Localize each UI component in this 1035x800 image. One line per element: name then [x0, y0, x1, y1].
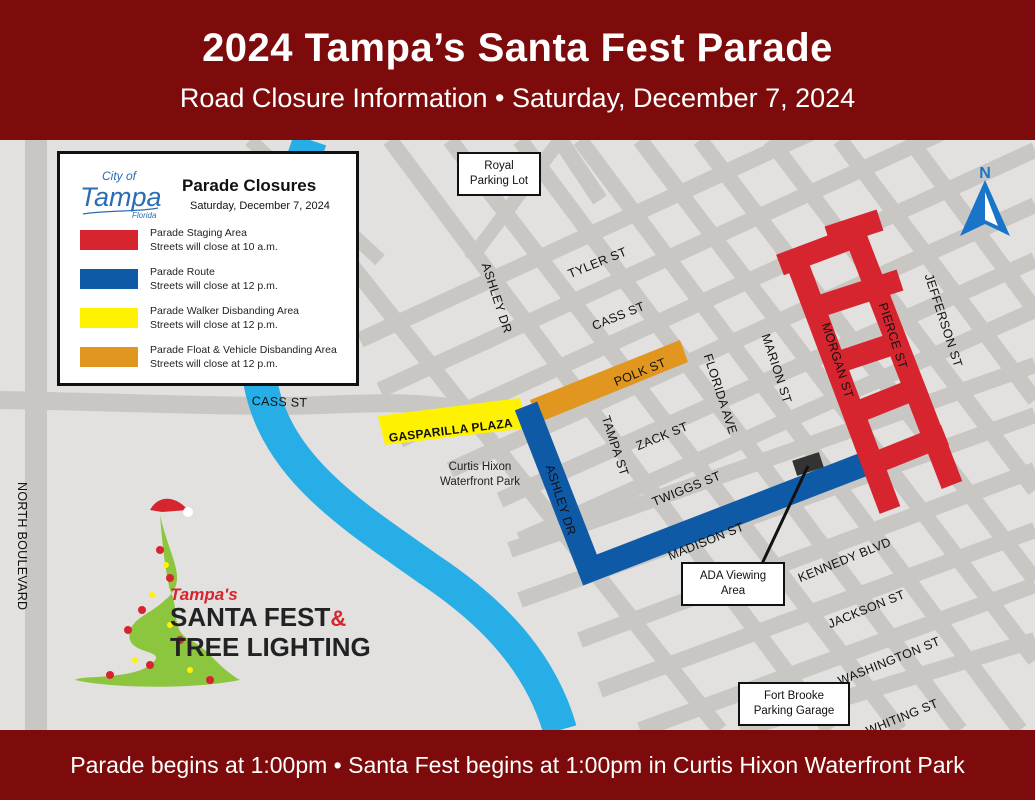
svg-text:City of: City of	[102, 169, 138, 183]
ada-viewing-area-label: ADA Viewing Area	[681, 562, 785, 606]
float-disbanding-area	[530, 340, 688, 422]
royal-parking-lot-label: Royal Parking Lot	[457, 152, 541, 196]
walker-disbanding-area	[378, 398, 528, 445]
ada-viewing-marker	[792, 452, 824, 476]
legend-item-time: Streets will close at 10 a.m.	[150, 241, 278, 253]
event-logo-line2: SANTA FEST&	[170, 602, 347, 632]
street-label-cass-left: CASS ST	[251, 394, 308, 410]
legend-item-float: Parade Float & Vehicle Disbanding Area S…	[80, 343, 350, 377]
legend-item-walker: Parade Walker Disbanding Area Streets wi…	[80, 304, 350, 338]
legend-swatch	[80, 230, 138, 250]
legend-item-name: Parade Route	[150, 266, 215, 278]
legend-item-time: Streets will close at 12 p.m.	[150, 280, 278, 292]
santa-fest-logo: Tampa's SANTA FEST& TREE LIGHTING	[70, 490, 371, 705]
north-arrow-icon: N	[960, 165, 1010, 236]
event-logo-ampersand: &	[330, 606, 347, 631]
legend-item-time: Streets will close at 12 p.m.	[150, 319, 278, 331]
legend-item-name: Parade Float & Vehicle Disbanding Area	[150, 344, 337, 356]
legend-title: Parade Closures	[182, 176, 317, 195]
event-logo-line1: Tampa's	[170, 585, 238, 604]
ada-pointer-line	[758, 465, 810, 569]
svg-text:Tampa: Tampa	[80, 182, 162, 212]
svg-text:Florida: Florida	[132, 211, 157, 220]
svg-text:N: N	[979, 165, 991, 182]
legend-item-name: Parade Walker Disbanding Area	[150, 305, 300, 317]
page-subtitle: Road Closure Information • Saturday, Dec…	[179, 83, 856, 113]
map-area: N City of Tampa Florida Parade Closures …	[0, 140, 1035, 730]
header-banner: 2024 Tampa’s Santa Fest Parade Road Clos…	[0, 0, 1035, 140]
christmas-tree-icon	[75, 498, 240, 687]
curtis-hixon-park-label: Curtis Hixon Waterfront Park	[439, 461, 521, 488]
legend-item-staging: Parade Staging Area Streets will close a…	[80, 226, 350, 260]
legend-date: Saturday, December 7, 2024	[190, 200, 330, 212]
legend-panel: City of Tampa Florida Parade Closures Sa…	[57, 151, 359, 386]
legend-swatch	[80, 308, 138, 328]
page-title: 2024 Tampa’s Santa Fest Parade	[202, 26, 833, 70]
footer-banner: Parade begins at 1:00pm • Santa Fest beg…	[0, 730, 1035, 800]
legend-swatch	[80, 347, 138, 367]
legend-item-name: Parade Staging Area	[150, 227, 247, 239]
legend-item-route: Parade Route Streets will close at 12 p.…	[80, 265, 350, 299]
legend-swatch	[80, 269, 138, 289]
legend-item-time: Streets will close at 12 p.m.	[150, 358, 278, 370]
city-of-tampa-logo: City of Tampa Florida	[78, 166, 163, 224]
parade-route	[514, 401, 867, 586]
parade-staging-area	[776, 209, 963, 514]
street-label-north-boulevard: NORTH BOULEVARD	[15, 482, 29, 611]
fort-brooke-garage-label: Fort Brooke Parking Garage	[738, 682, 850, 726]
footer-text: Parade begins at 1:00pm • Santa Fest beg…	[70, 752, 965, 778]
event-logo-line3: TREE LIGHTING	[170, 632, 371, 662]
